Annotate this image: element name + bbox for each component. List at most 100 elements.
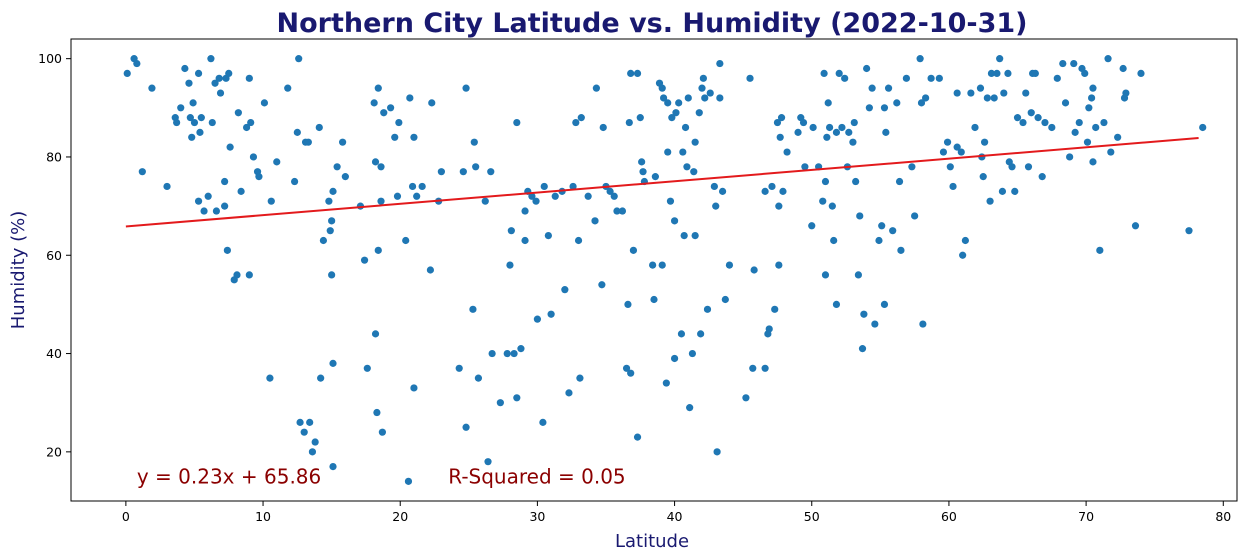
data-point	[986, 197, 994, 205]
data-point	[1131, 222, 1140, 230]
x-axis-ticks: 0 10 20 30 40 50 60 70 80	[122, 501, 1231, 524]
data-point	[820, 69, 828, 77]
data-point	[908, 163, 916, 171]
data-point	[749, 364, 757, 372]
data-point	[939, 148, 948, 156]
data-point	[532, 197, 540, 205]
data-point	[371, 158, 380, 166]
data-point	[1027, 109, 1035, 117]
data-point	[1071, 128, 1079, 136]
data-point	[185, 79, 193, 87]
data-point	[469, 305, 477, 313]
data-point	[1031, 69, 1039, 77]
data-point	[699, 74, 707, 82]
data-point	[849, 138, 857, 146]
data-point	[622, 364, 631, 372]
data-point	[1137, 69, 1145, 77]
x-tick-label: 0	[122, 509, 130, 524]
data-point	[971, 123, 979, 132]
data-point	[325, 197, 333, 205]
data-point	[1075, 118, 1083, 127]
data-point	[177, 104, 185, 112]
data-point	[875, 236, 883, 245]
data-point	[551, 192, 559, 200]
chart-title: Northern City Latitude vs. Humidity (202…	[277, 8, 1028, 39]
data-point	[510, 349, 518, 358]
data-point	[488, 349, 496, 358]
data-point	[662, 379, 670, 387]
data-point	[946, 163, 954, 171]
data-point	[799, 118, 808, 127]
data-point	[255, 173, 263, 181]
data-point	[1096, 246, 1104, 254]
data-point	[697, 330, 705, 338]
data-point	[613, 207, 621, 215]
data-point	[919, 320, 927, 328]
x-tick-label: 50	[804, 509, 820, 524]
data-point	[391, 133, 399, 141]
data-point	[133, 59, 141, 68]
data-point	[148, 84, 156, 92]
data-point	[598, 281, 606, 289]
data-point	[245, 74, 253, 82]
data-point	[496, 399, 504, 407]
data-point	[725, 261, 734, 269]
data-point	[854, 271, 862, 279]
data-point	[123, 69, 131, 77]
data-point	[670, 354, 679, 363]
data-point	[627, 69, 635, 77]
x-axis-label: Latitude	[615, 531, 689, 552]
data-point	[768, 182, 776, 191]
data-point	[521, 236, 529, 245]
data-point	[809, 123, 817, 132]
data-point	[624, 300, 632, 308]
data-point	[746, 74, 754, 82]
data-point	[194, 69, 203, 77]
data-point	[599, 123, 607, 132]
data-point	[328, 271, 336, 279]
data-point	[339, 138, 347, 146]
data-point	[882, 128, 890, 136]
data-point	[845, 128, 853, 136]
data-point	[1081, 69, 1089, 77]
data-point	[481, 197, 489, 205]
data-point	[943, 138, 952, 146]
data-point	[670, 217, 679, 225]
data-point	[576, 374, 584, 382]
data-point	[983, 94, 991, 102]
plot-area-frame	[70, 38, 1238, 502]
data-point	[503, 349, 511, 358]
data-point	[267, 197, 275, 205]
data-point	[680, 232, 688, 240]
data-point	[897, 246, 905, 254]
data-point	[539, 418, 547, 426]
data-point	[990, 94, 998, 102]
data-point	[315, 123, 323, 132]
data-point	[1100, 118, 1108, 127]
data-point	[410, 133, 418, 141]
data-point	[208, 118, 216, 127]
data-point	[592, 84, 600, 92]
data-point	[426, 266, 434, 274]
data-point	[1089, 158, 1097, 166]
x-tick-label: 40	[667, 509, 683, 524]
data-point	[672, 109, 680, 117]
data-point	[317, 374, 325, 382]
data-point	[459, 168, 467, 176]
data-point	[455, 364, 463, 372]
data-point	[528, 192, 536, 200]
data-point	[819, 197, 827, 205]
data-point	[773, 118, 782, 127]
data-point	[1083, 138, 1092, 146]
data-point	[393, 192, 402, 200]
regression-line	[125, 137, 1199, 228]
data-point	[1034, 114, 1042, 122]
data-point	[967, 89, 975, 97]
data-point	[329, 463, 337, 471]
data-point	[832, 128, 841, 136]
data-point	[1053, 74, 1061, 82]
data-point	[629, 246, 638, 254]
data-point	[1008, 163, 1016, 171]
data-point	[242, 123, 251, 132]
data-point	[371, 330, 380, 338]
